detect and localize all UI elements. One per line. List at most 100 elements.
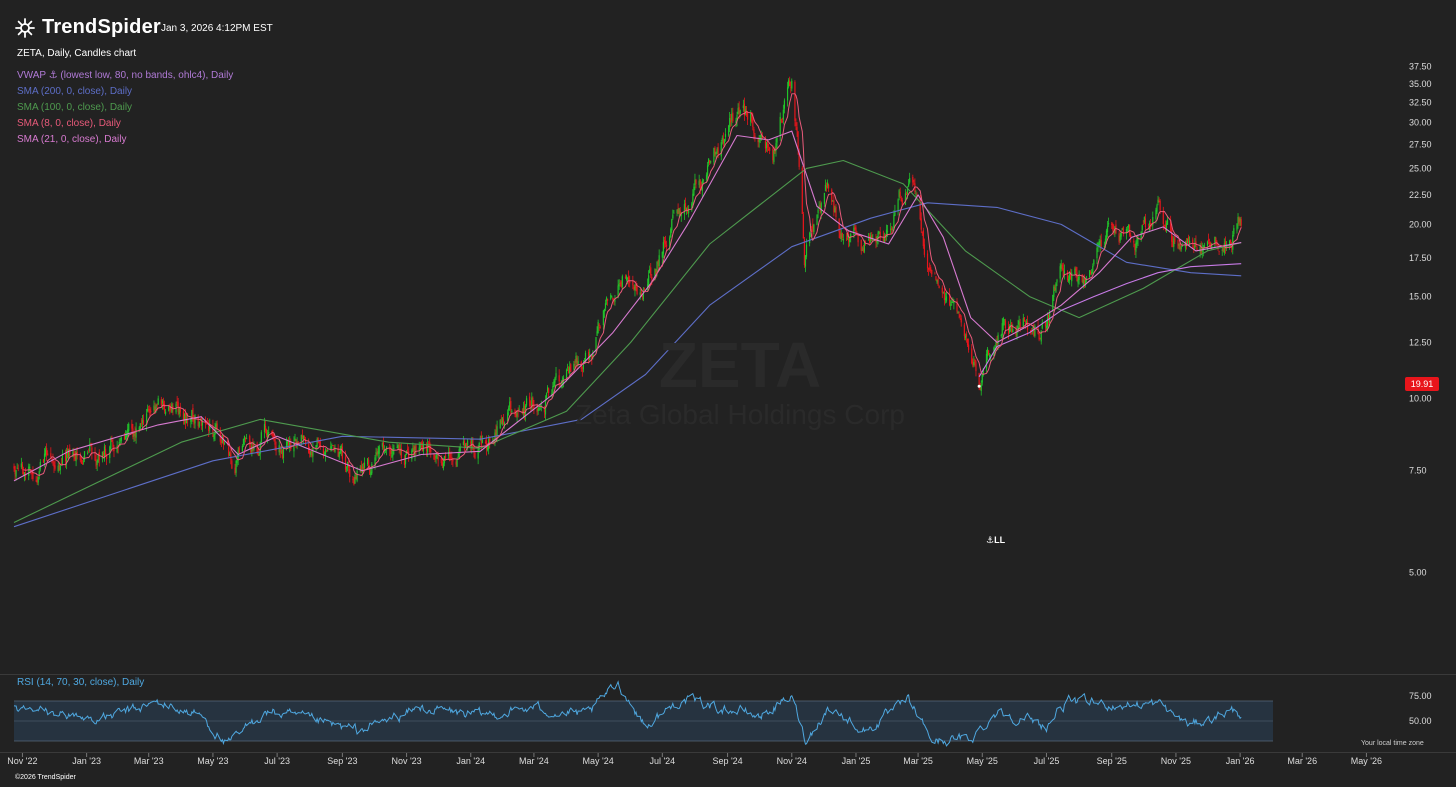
candle-body: [1069, 273, 1071, 280]
candle-body: [141, 419, 144, 424]
candle-body: [986, 348, 989, 357]
candle-body: [537, 409, 539, 412]
candle-body: [841, 232, 843, 238]
local-time-zone-label[interactable]: Your local time zone: [1361, 740, 1424, 747]
candle-body: [82, 461, 85, 463]
candle-body: [628, 276, 630, 283]
candle-body: [179, 406, 181, 413]
candle-body: [1040, 330, 1042, 342]
legend-sma-100[interactable]: SMA (100, 0, close), Daily: [17, 102, 133, 113]
candle-body: [98, 452, 100, 461]
candle-body: [109, 446, 111, 458]
candle-body: [32, 472, 34, 479]
candle-body: [523, 405, 526, 417]
candle-body: [282, 447, 285, 458]
candle-body: [835, 206, 837, 217]
candle-body: [509, 401, 511, 408]
candle-body: [611, 296, 613, 298]
brand-logo[interactable]: TrendSpider: [14, 16, 161, 39]
candle-body: [717, 147, 719, 156]
candle-body: [96, 460, 98, 466]
time-tick-label: Jul '23: [264, 756, 290, 766]
candle-body: [110, 438, 112, 449]
candle-body: [234, 467, 236, 474]
candle-body: [794, 82, 796, 121]
candle-body: [455, 461, 457, 465]
candle-body: [256, 443, 258, 453]
candle-body: [649, 269, 651, 274]
candle-body: [1001, 323, 1003, 336]
candle-body: [480, 435, 482, 446]
candle-body: [135, 428, 137, 438]
candle-body: [51, 458, 53, 460]
candle-body: [102, 452, 105, 456]
legend-vwap[interactable]: VWAP ⚓ (lowest low, 80, no bands, ohlc4)…: [17, 70, 234, 81]
candle-body: [243, 436, 246, 440]
candle-body: [13, 466, 15, 469]
candle-body: [112, 441, 114, 448]
price-tick-label: 32.50: [1409, 98, 1432, 108]
candle-body: [59, 465, 61, 471]
candle-body: [956, 300, 958, 312]
time-tick-label: Jul '24: [649, 756, 675, 766]
legend-sma-21[interactable]: SMA (21, 0, close), Daily: [17, 134, 127, 145]
candle-body: [730, 119, 732, 123]
candle-body: [558, 375, 560, 382]
candle-body: [140, 422, 142, 424]
candle-body: [404, 455, 407, 465]
candle-body: [972, 362, 974, 366]
candle-body: [1038, 333, 1040, 340]
candle-body: [752, 119, 754, 128]
candle-body: [596, 331, 598, 336]
candle-body: [1009, 325, 1011, 333]
time-tick-label: May '23: [197, 756, 228, 766]
candle-body: [1171, 230, 1173, 242]
candle-body: [624, 276, 627, 279]
candle-body: [603, 308, 606, 312]
candle-body: [1017, 325, 1019, 330]
candle-body: [1172, 240, 1174, 248]
candle-body: [471, 439, 473, 448]
candle-body: [319, 440, 321, 448]
price-tick-label: 30.00: [1409, 118, 1432, 128]
rsi-legend[interactable]: RSI (14, 70, 30, close), Daily: [17, 677, 145, 688]
candle-body: [1181, 246, 1183, 247]
candle-body: [754, 135, 756, 138]
candle-body: [811, 226, 813, 228]
candle-body: [489, 437, 491, 444]
candle-body: [1056, 279, 1058, 283]
candle-body: [1034, 325, 1036, 337]
candle-body: [511, 411, 513, 413]
candle-body: [1019, 322, 1021, 327]
candle-body: [938, 286, 940, 289]
candle-body: [106, 455, 108, 459]
candle-body: [656, 262, 658, 273]
candle-body: [543, 407, 546, 413]
candle-body: [878, 231, 880, 233]
candle-body: [944, 298, 947, 300]
candle-body: [47, 453, 49, 456]
candle-body: [89, 443, 91, 452]
legend-sma-8[interactable]: SMA (8, 0, close), Daily: [17, 118, 121, 129]
candle-body: [813, 224, 815, 233]
candle-body: [54, 465, 56, 469]
candle-body: [691, 203, 693, 211]
candle-body: [260, 432, 262, 442]
candle-body: [134, 432, 136, 436]
candle-body: [679, 210, 681, 216]
candle-body: [456, 459, 458, 467]
candle-body: [222, 436, 225, 445]
candle-body: [170, 407, 172, 411]
candle-body: [959, 314, 961, 318]
candle-body: [433, 453, 435, 460]
legend-sma-200[interactable]: SMA (200, 0, close), Daily: [17, 86, 133, 97]
candle-body: [860, 240, 862, 251]
moving-average-line: [13, 130, 1242, 482]
candle-body: [912, 176, 914, 183]
candle-body: [1022, 318, 1024, 327]
candle-body: [68, 449, 70, 459]
candle-body: [344, 456, 347, 470]
candle-body: [1071, 272, 1073, 282]
candle-body: [495, 430, 497, 438]
